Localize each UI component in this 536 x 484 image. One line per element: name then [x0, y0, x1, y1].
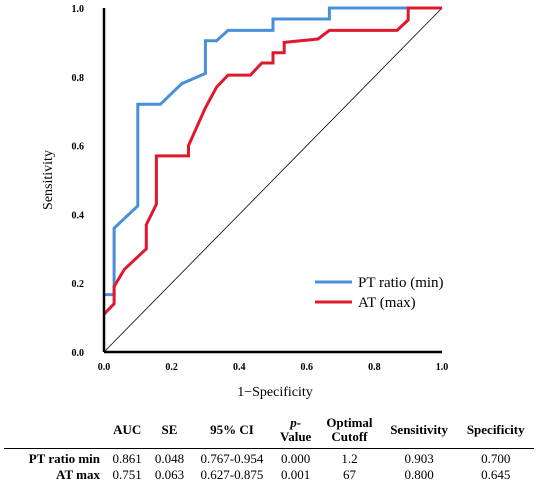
cell-specificity: 0.645 [481, 466, 511, 482]
series-line-at-max [102, 6, 442, 316]
header-se: SE [161, 421, 178, 437]
cell-sensitivity: 0.800 [404, 466, 434, 482]
header-auc: AUC [113, 421, 142, 437]
roc-chart: 0.0 0.2 0.4 0.6 0.8 1.0 0.0 0.2 0.4 0.6 0.8 1.0 1−… [41, 4, 449, 400]
table-header-row: AUC SE 95% CI p- Value Optimal Cutoff Sens… [4, 412, 534, 448]
legend: PT ratio (min) AT (max) [315, 275, 444, 311]
x-axis-label: 1−Specificity [237, 385, 313, 400]
cell-auc: 0.861 [112, 450, 142, 466]
header-p-value-rest: Value [280, 428, 312, 444]
header-ci: 95% CI [210, 421, 254, 437]
x-tick-label: 0.4 [233, 362, 246, 373]
table-row: PT ratio min 0.861 0.048 0.767-0.954 0.0… [4, 448, 534, 467]
header-specificity: Specificity [466, 421, 525, 437]
cell-cutoff: 67 [342, 466, 356, 482]
y-tick-label: 0.4 [72, 210, 85, 221]
y-tick-label: 0.6 [72, 142, 85, 153]
reference-diagonal [103, 7, 443, 353]
cell-se: 0.048 [154, 450, 185, 466]
table-row: AT max 0.751 0.063 0.627-0.875 0.001 67 … [4, 467, 534, 483]
x-tick-label: 0.2 [165, 362, 178, 373]
cell-cutoff: 1.2 [341, 450, 358, 466]
cell-se: 0.063 [154, 466, 185, 482]
row-label: PT ratio min [28, 450, 100, 466]
roc-statistics-table: AUC SE 95% CI p- Value Optimal Cutoff Sens… [4, 412, 534, 483]
x-tick-label: 1.0 [436, 362, 449, 373]
series-line-pt-ratio [104, 6, 442, 297]
y-tick-label: 1.0 [72, 4, 85, 15]
header-sensitivity: Sensitivity [390, 421, 448, 437]
x-tick-label: 0.0 [98, 362, 111, 373]
legend-label-pt-ratio: PT ratio (min) [358, 275, 444, 291]
x-tick-label: 0.6 [301, 362, 314, 373]
row-label: AT max [56, 466, 100, 482]
y-axis-label: Sensitivity [41, 150, 56, 210]
header-cutoff-line2: Cutoff [331, 428, 368, 444]
header-p-value-italic: p- [290, 414, 302, 430]
legend-label-at-max: AT (max) [358, 295, 416, 311]
cell-sensitivity: 0.903 [404, 450, 434, 466]
cell-ci: 0.767-0.954 [200, 450, 264, 466]
header-optimal-cutoff: Optimal Cutoff [318, 412, 381, 448]
header-empty [4, 412, 106, 448]
x-tick-label: 0.8 [368, 362, 381, 373]
cell-auc: 0.751 [112, 466, 142, 482]
header-cutoff-line1: Optimal [326, 414, 373, 430]
y-tick-label: 0.0 [72, 348, 85, 359]
cell-specificity: 0.700 [481, 450, 511, 466]
cell-p-value: 0.001 [281, 466, 311, 482]
cell-p-value: 0.000 [281, 450, 311, 466]
header-p-value: p- Value [273, 412, 318, 448]
y-tick-label: 0.8 [72, 73, 85, 84]
y-tick-label: 0.2 [72, 279, 85, 290]
cell-ci: 0.627-0.875 [200, 466, 264, 482]
